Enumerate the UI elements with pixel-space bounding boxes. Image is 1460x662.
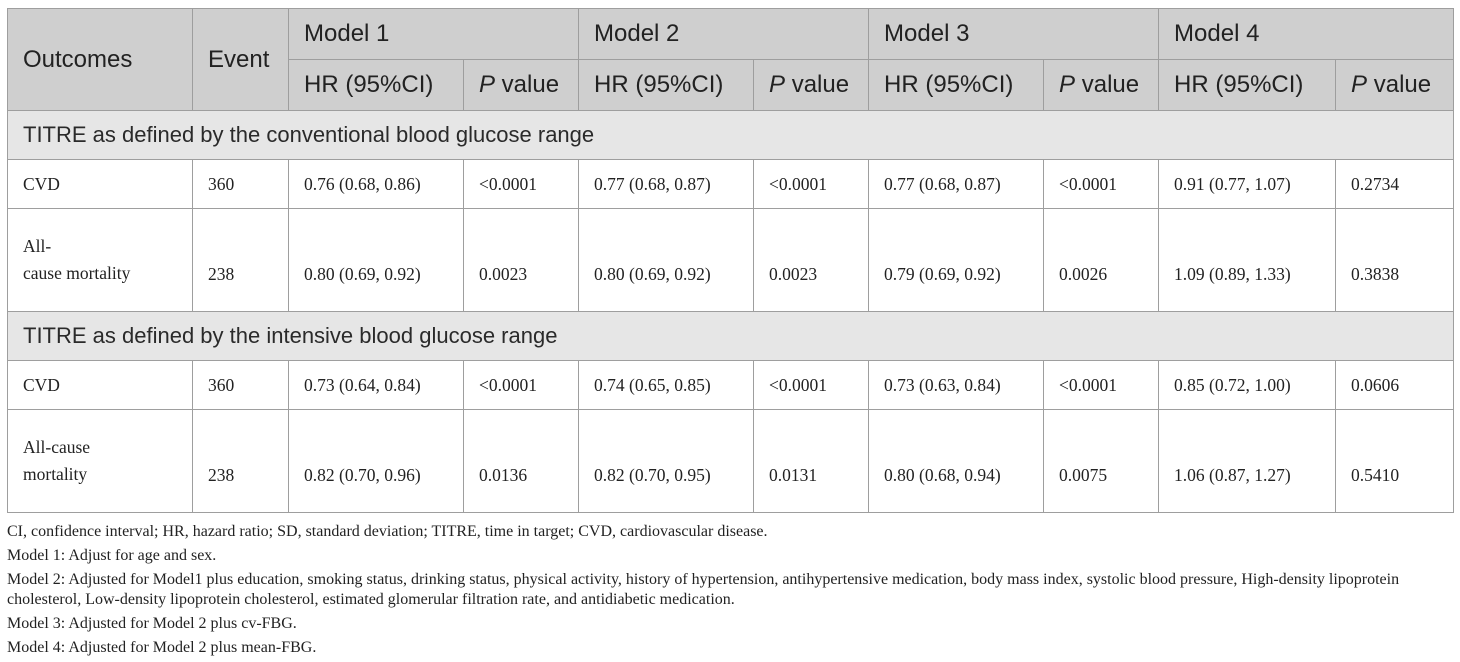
table-footnotes: CI, confidence interval; HR, hazard rati… xyxy=(7,522,1453,658)
p-value-cell: 0.2734 xyxy=(1335,159,1455,209)
hr-cell: 0.80 (0.69, 0.92) xyxy=(578,208,755,312)
outcome-line-2: mortality xyxy=(23,464,88,484)
p-value-cell: <0.0001 xyxy=(462,360,580,410)
hr-cell: 0.82 (0.70, 0.96) xyxy=(288,409,464,513)
outcome-line-2: cause mortality xyxy=(23,263,131,283)
header-hr-model-3: HR (95%CI) xyxy=(868,59,1045,111)
p-rest: value xyxy=(495,71,560,98)
header-p-model-3: P value xyxy=(1043,59,1160,111)
table-row: CVD 360 0.76 (0.68, 0.86) <0.0001 0.77 (… xyxy=(7,159,1455,209)
p-italic: P xyxy=(1059,71,1076,98)
hr-cell: 0.76 (0.68, 0.86) xyxy=(288,159,464,209)
hr-cell: 0.80 (0.69, 0.92) xyxy=(288,208,464,312)
table-row: CVD 360 0.73 (0.64, 0.84) <0.0001 0.74 (… xyxy=(7,360,1455,410)
hr-cell: 0.73 (0.63, 0.84) xyxy=(868,360,1045,410)
header-hr-model-1: HR (95%CI) xyxy=(288,59,464,111)
outcome-line-1: All-cause xyxy=(23,437,91,457)
p-value-cell: <0.0001 xyxy=(753,360,870,410)
outcome-cell: All-cause mortality xyxy=(7,409,193,513)
header-hr-model-2: HR (95%CI) xyxy=(578,59,755,111)
table-row: All-cause mortality 238 0.80 (0.69, 0.92… xyxy=(7,208,1455,312)
event-cell: 238 xyxy=(192,208,289,312)
header-p-model-1: P value xyxy=(462,59,580,111)
p-value-cell: <0.0001 xyxy=(462,159,580,209)
p-value-cell: <0.0001 xyxy=(753,159,870,209)
footnote-abbreviations: CI, confidence interval; HR, hazard rati… xyxy=(7,523,768,540)
header-p-model-2: P value xyxy=(753,59,870,111)
p-italic: P xyxy=(769,71,786,98)
p-value-cell: 0.0026 xyxy=(1043,208,1160,312)
footnote-model-2: Model 2: Adjusted for Model1 plus educat… xyxy=(7,571,1400,608)
section-title: TITRE as defined by the intensive blood … xyxy=(6,311,1455,361)
header-model-1: Model 1 xyxy=(287,8,580,60)
table-header: Outcomes Event Model 1 Model 2 Model 3 M… xyxy=(7,8,1455,111)
footnote-model-1: Model 1: Adjust for age and sex. xyxy=(7,547,217,564)
hr-cell: 0.77 (0.68, 0.87) xyxy=(868,159,1045,209)
event-cell: 238 xyxy=(192,409,289,513)
outcome-cell: CVD xyxy=(7,360,193,410)
outcome-cell: CVD xyxy=(7,159,193,209)
section-row-intensive: TITRE as defined by the intensive blood … xyxy=(6,311,1455,361)
table-row: All-cause mortality 238 0.82 (0.70, 0.96)… xyxy=(7,409,1455,513)
hr-cell: 1.06 (0.87, 1.27) xyxy=(1158,409,1337,513)
header-model-3: Model 3 xyxy=(868,8,1160,60)
event-cell: 360 xyxy=(192,360,289,410)
p-rest: value xyxy=(1075,71,1140,98)
header-p-model-4: P value xyxy=(1335,59,1455,111)
outcome-line-1: All- xyxy=(23,236,52,256)
p-italic: P xyxy=(479,71,496,98)
hr-cell: 0.80 (0.68, 0.94) xyxy=(868,409,1045,513)
header-model-4: Model 4 xyxy=(1158,8,1455,60)
hr-cell: 1.09 (0.89, 1.33) xyxy=(1158,208,1337,312)
p-value-cell: 0.0131 xyxy=(753,409,870,513)
header-hr-model-4: HR (95%CI) xyxy=(1158,59,1337,111)
hazard-ratio-table: Outcomes Event Model 1 Model 2 Model 3 M… xyxy=(6,8,1455,513)
p-value-cell: 0.5410 xyxy=(1335,409,1455,513)
hr-cell: 0.91 (0.77, 1.07) xyxy=(1158,159,1337,209)
hr-cell: 0.85 (0.72, 1.00) xyxy=(1158,360,1337,410)
p-value-cell: <0.0001 xyxy=(1043,360,1160,410)
event-cell: 360 xyxy=(192,159,289,209)
p-value-cell: 0.0075 xyxy=(1043,409,1160,513)
footnote-model-3: Model 3: Adjusted for Model 2 plus cv-FB… xyxy=(7,615,297,632)
p-value-cell: <0.0001 xyxy=(1043,159,1160,209)
p-value-cell: 0.0136 xyxy=(462,409,580,513)
p-rest: value xyxy=(1367,71,1432,98)
p-italic: P xyxy=(1351,71,1368,98)
p-value-cell: 0.0023 xyxy=(753,208,870,312)
header-event: Event xyxy=(192,8,289,111)
header-outcomes: Outcomes xyxy=(7,8,193,111)
section-title: TITRE as defined by the conventional blo… xyxy=(6,110,1455,160)
table-body: TITRE as defined by the conventional blo… xyxy=(6,110,1455,513)
hr-cell: 0.77 (0.68, 0.87) xyxy=(578,159,755,209)
hr-cell: 0.79 (0.69, 0.92) xyxy=(868,208,1045,312)
hr-cell: 0.74 (0.65, 0.85) xyxy=(578,360,755,410)
hr-cell: 0.73 (0.64, 0.84) xyxy=(288,360,464,410)
section-row-conventional: TITRE as defined by the conventional blo… xyxy=(6,110,1455,160)
p-value-cell: 0.0023 xyxy=(462,208,580,312)
p-value-cell: 0.0606 xyxy=(1335,360,1455,410)
outcome-cell: All-cause mortality xyxy=(7,208,193,312)
p-value-cell: 0.3838 xyxy=(1335,208,1455,312)
results-table-container: Outcomes Event Model 1 Model 2 Model 3 M… xyxy=(6,8,1455,662)
footnote-model-4: Model 4: Adjusted for Model 2 plus mean-… xyxy=(7,639,317,656)
header-model-2: Model 2 xyxy=(578,8,870,60)
hr-cell: 0.82 (0.70, 0.95) xyxy=(578,409,755,513)
p-rest: value xyxy=(785,71,850,98)
